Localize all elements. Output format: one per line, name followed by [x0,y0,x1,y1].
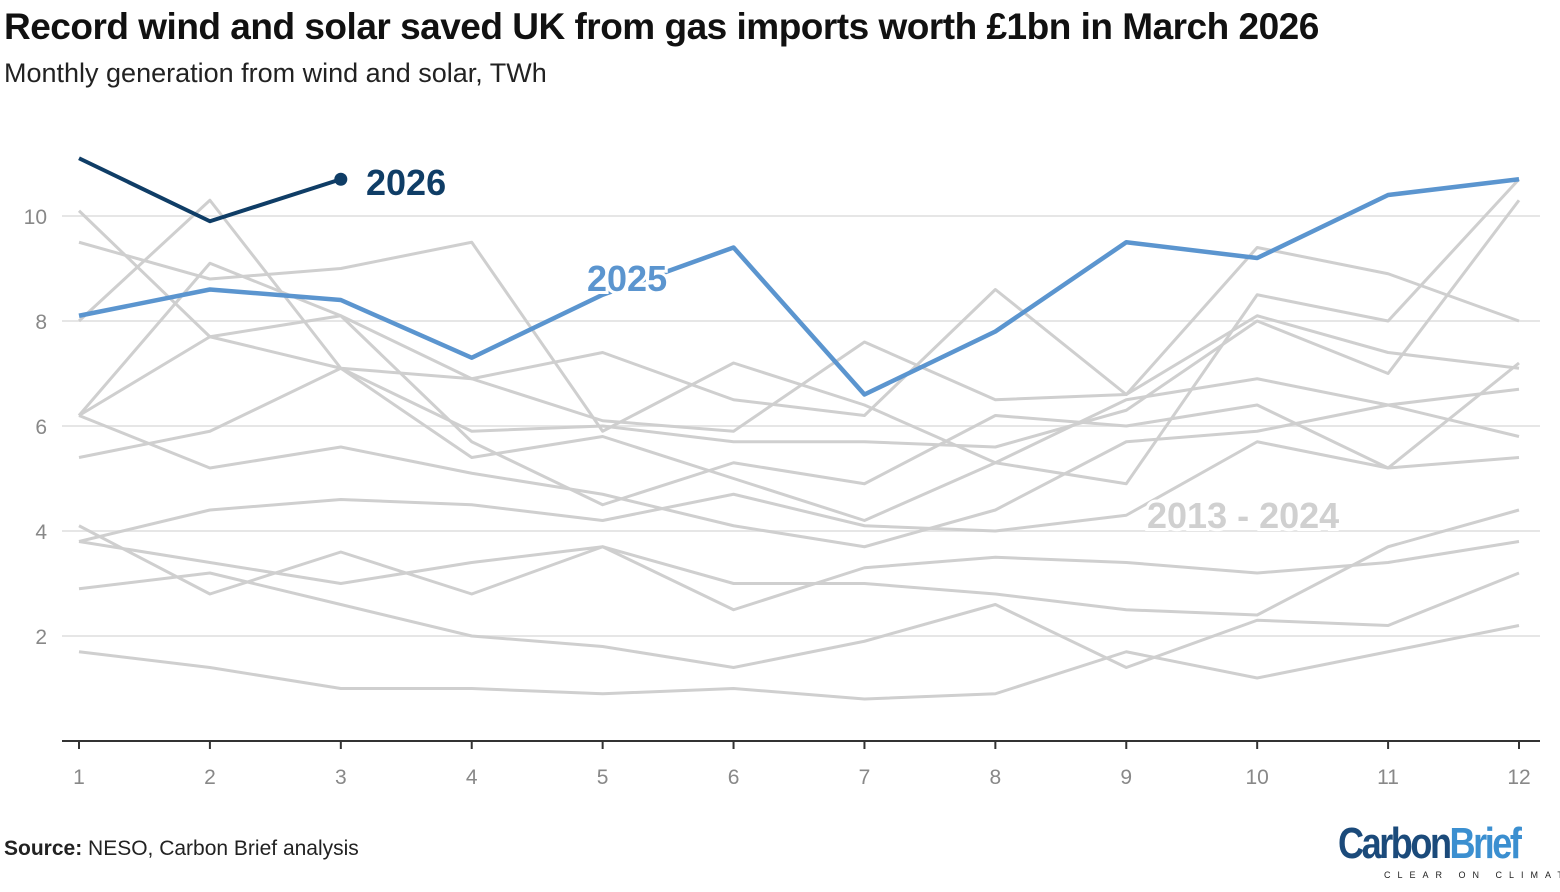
background-series-line [77,261,1520,507]
x-tick-label: 9 [1120,766,1132,789]
y-tick-label: 8 [35,311,47,334]
y-tick-label: 10 [24,206,47,229]
series-label-2026: 2026 [366,162,446,203]
background-series-line [78,314,1520,433]
x-tick-label: 10 [1246,766,1269,789]
x-tick-label: 7 [859,766,871,789]
logo-part-brief: Brief [1449,819,1522,868]
background-series-line [78,366,1520,522]
logo-tagline: CLEAR ON CLIMATE [1384,870,1560,880]
series-line-2026 [78,156,342,224]
chart-title: Record wind and solar saved UK from gas … [4,6,1319,47]
background-series-line [78,440,1520,543]
carbon-brief-logo: CarbonBrief CLEAR ON CLIMATE [1338,819,1560,881]
x-tick-label: 11 [1377,766,1399,789]
y-tick-label: 6 [35,416,47,439]
background-series-line [77,209,1520,417]
y-tick-label: 4 [35,521,47,544]
background-series-line [78,387,1520,549]
source-label: Source: [4,837,83,860]
series-line-2025 [78,177,1520,397]
background-series-line [78,508,1520,617]
highlight-series-group [78,156,1520,397]
background-series-group [77,178,1521,701]
x-tick-label: 2 [204,766,216,789]
series-label-2013-2024: 2013 - 2024 [1147,495,1339,536]
x-tick-label: 6 [728,766,740,789]
y-tick-label: 2 [35,626,47,649]
background-series-line [77,198,1521,449]
chart-subtitle: Monthly generation from wind and solar, … [4,58,547,88]
source-note: Source: NESO, Carbon Brief analysis [4,837,359,861]
series-label-2025: 2025 [587,258,667,299]
x-tick-label: 1 [73,766,85,789]
background-series-line [78,178,1521,486]
x-tick-label: 4 [466,766,478,789]
series-end-marker-2026 [334,172,348,186]
background-series-line [78,524,1520,612]
source-text: NESO, Carbon Brief analysis [88,837,359,860]
background-series-line [78,624,1520,701]
logo-part-carbon: Carbon [1338,819,1452,868]
x-tick-label: 5 [597,766,609,789]
x-tick-label: 12 [1507,766,1530,789]
x-tick-label: 8 [990,766,1002,789]
x-tick-label: 3 [335,766,347,789]
background-series-line [78,571,1520,669]
